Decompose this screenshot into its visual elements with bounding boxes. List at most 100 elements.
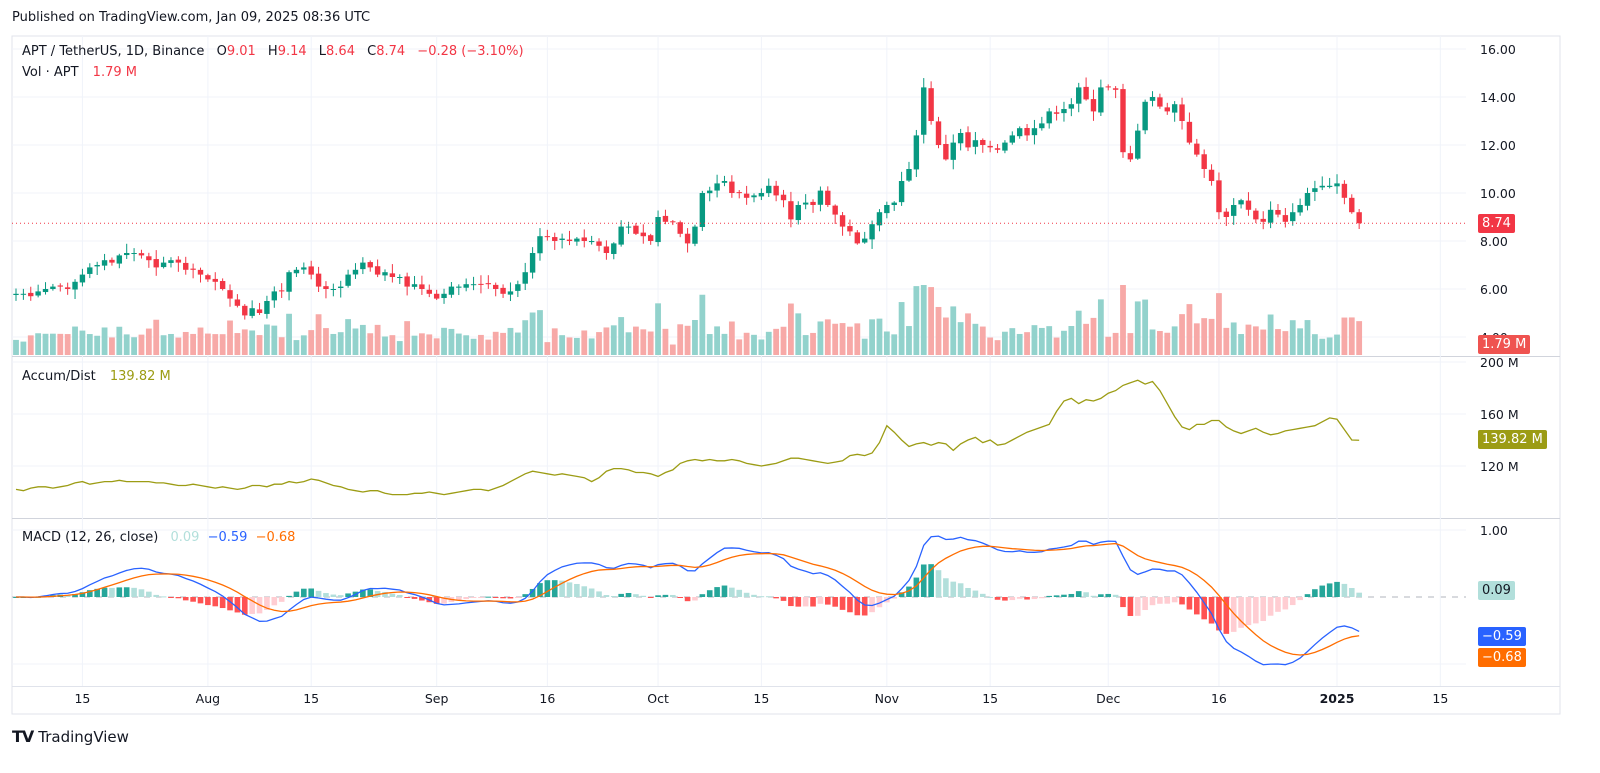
candle-body xyxy=(1039,123,1045,129)
candle-body xyxy=(1304,193,1311,206)
candle-body xyxy=(315,273,322,287)
volume-bar xyxy=(160,335,167,355)
volume-bar xyxy=(788,303,794,355)
macd-histogram-bar xyxy=(943,578,949,597)
candle xyxy=(1208,164,1215,186)
volume-bar xyxy=(138,334,145,355)
candle xyxy=(1164,102,1170,115)
macd-histogram-bar xyxy=(271,597,278,606)
candle-body xyxy=(950,142,956,160)
candle-body xyxy=(876,212,883,226)
candle xyxy=(743,185,750,205)
candle-body xyxy=(242,305,248,316)
macd-histogram-bar xyxy=(1216,597,1222,631)
macd-histogram-bar xyxy=(389,593,396,597)
macd-histogram-bar xyxy=(1171,597,1178,603)
candle xyxy=(360,257,366,275)
candle xyxy=(1334,174,1340,194)
candle-body xyxy=(374,266,381,275)
candle xyxy=(448,281,455,298)
volume-bar xyxy=(94,335,101,355)
candle xyxy=(662,209,669,225)
candle xyxy=(1216,172,1222,220)
macd-histogram-bar xyxy=(610,595,617,597)
candle-body xyxy=(884,205,890,214)
candle-body xyxy=(862,238,868,243)
volume-bar xyxy=(1208,318,1215,355)
candle xyxy=(950,134,956,170)
candle-body xyxy=(1009,135,1015,143)
candle-body xyxy=(537,236,543,254)
volume-bar xyxy=(596,332,602,355)
volume-bar xyxy=(810,332,816,355)
macd-histogram-bar xyxy=(839,597,846,610)
candle xyxy=(1142,99,1148,135)
volume-bar xyxy=(109,337,115,355)
volume-bar xyxy=(1334,334,1340,355)
candle-body xyxy=(1179,104,1185,121)
volume-bar xyxy=(507,327,514,355)
candle-body xyxy=(330,289,337,290)
candle xyxy=(249,300,255,319)
candle-body xyxy=(1090,99,1097,112)
candle-body xyxy=(278,290,285,292)
candle xyxy=(1312,180,1318,201)
volume-bar xyxy=(42,333,49,355)
volume-bar xyxy=(891,334,898,355)
volume-bar xyxy=(116,326,123,355)
candle-body xyxy=(286,272,292,292)
candle xyxy=(1282,207,1289,228)
macd-histogram-bar xyxy=(1223,597,1230,634)
candle-body xyxy=(493,284,499,289)
candle-body xyxy=(138,253,145,256)
candle xyxy=(382,269,388,282)
volume-bar xyxy=(618,317,625,355)
macd-histogram-bar xyxy=(1341,583,1348,597)
candle-body xyxy=(264,301,270,314)
candle xyxy=(758,188,765,201)
candle-body xyxy=(965,132,971,148)
candle-body xyxy=(35,291,41,296)
candle-body xyxy=(1171,104,1178,113)
macd-histogram-bar xyxy=(736,589,743,597)
candle-body xyxy=(839,215,846,227)
candle xyxy=(367,260,373,272)
candle-body xyxy=(323,286,329,289)
tradingview-logo[interactable]: TV TradingView xyxy=(12,727,129,746)
macd-histogram-bar xyxy=(64,594,71,597)
macd-histogram-bar xyxy=(920,564,927,597)
macd-histogram-bar xyxy=(721,585,728,597)
macd-histogram-bar xyxy=(1046,595,1052,597)
candle xyxy=(980,138,986,153)
candle xyxy=(433,289,440,301)
candle xyxy=(419,275,425,295)
candle xyxy=(507,282,514,302)
volume-bar xyxy=(278,337,285,355)
candle xyxy=(212,272,218,291)
candle-body xyxy=(227,290,233,299)
volume-bar xyxy=(241,329,248,355)
price-tick-label: 6.00 xyxy=(1480,282,1508,297)
macd-histogram-bar xyxy=(249,597,255,614)
candle-body xyxy=(559,238,565,240)
candle-body xyxy=(1120,89,1126,153)
volume-bar xyxy=(249,330,256,355)
macd-histogram-bar xyxy=(647,597,654,598)
candle-body xyxy=(1076,87,1082,104)
volume-bar xyxy=(1134,301,1141,355)
ad-tick-label: 200 M xyxy=(1480,355,1519,370)
volume-bar xyxy=(758,339,765,355)
macd-histogram-bar xyxy=(773,597,779,599)
tradingview-logo-icon: TV xyxy=(12,727,34,746)
candle-body xyxy=(1149,97,1156,101)
candle-body xyxy=(360,262,366,270)
candlesticks xyxy=(13,77,1362,320)
candle xyxy=(330,283,337,297)
volume-bar xyxy=(1238,334,1244,355)
volume-bar xyxy=(655,303,661,355)
macd-histogram-bar xyxy=(876,597,883,608)
volume-bar xyxy=(920,285,927,355)
candle xyxy=(345,269,351,288)
open-label: O xyxy=(216,44,227,59)
